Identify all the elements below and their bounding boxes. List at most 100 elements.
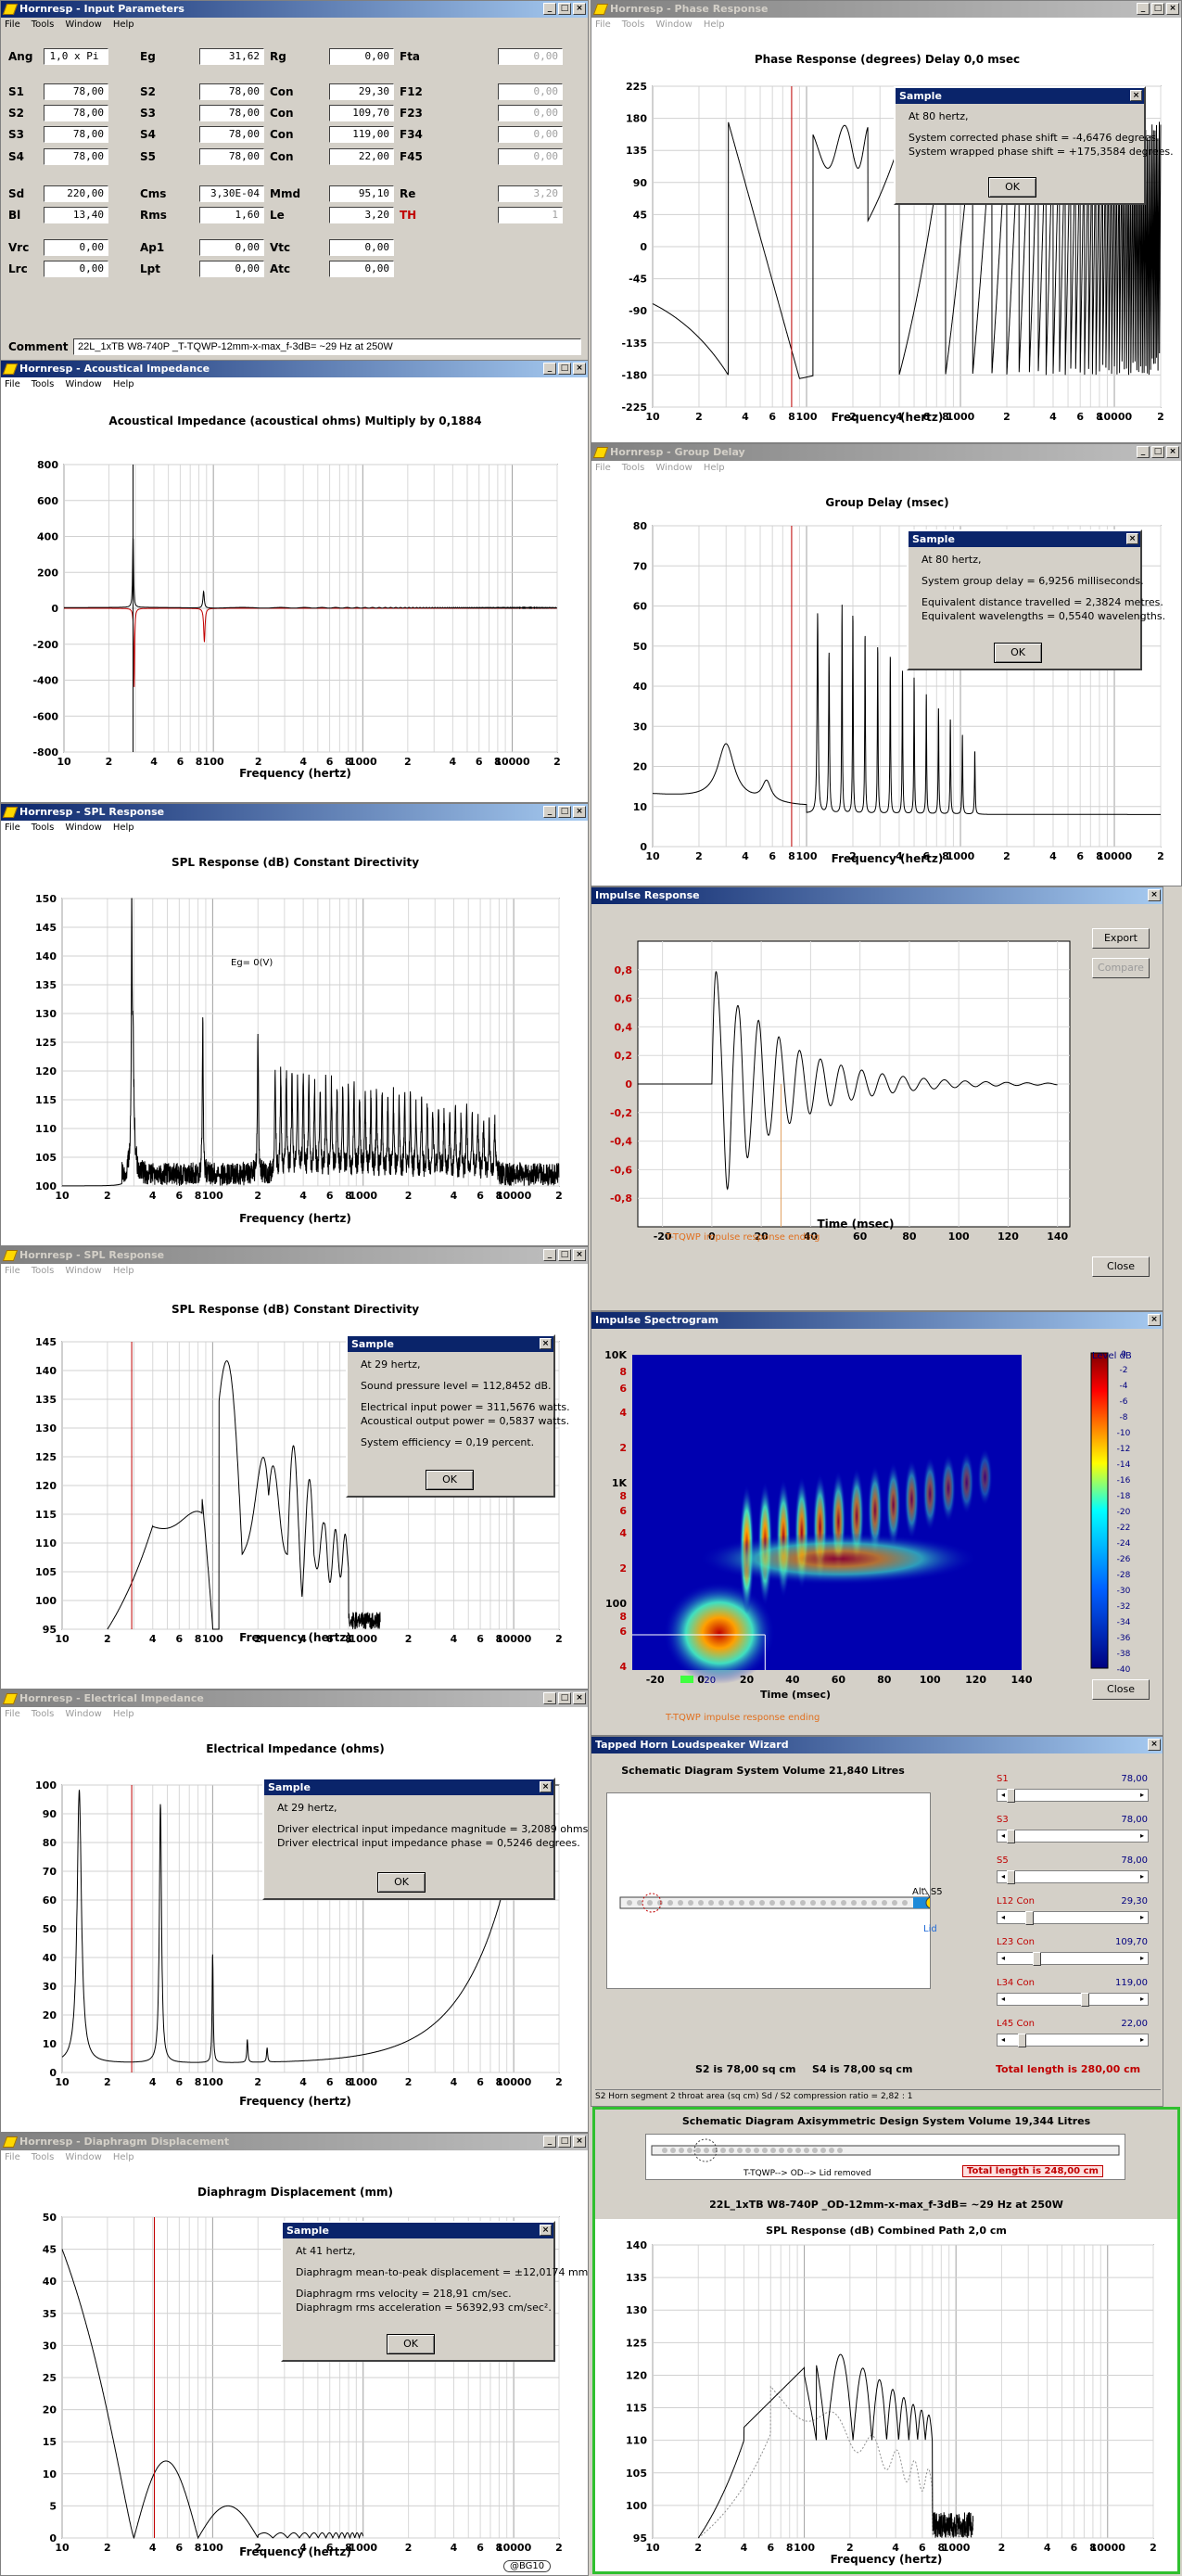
slider-right-arrow-icon[interactable]: ▸	[1137, 1871, 1148, 1882]
param-field-s3[interactable]: 78,00	[44, 126, 108, 143]
param-field-f34[interactable]: 0,00	[498, 126, 563, 143]
ok-button[interactable]: OK	[426, 1470, 474, 1490]
minimize-button[interactable]: _	[543, 806, 556, 818]
menu-window[interactable]: Window	[65, 1709, 101, 1719]
export-button[interactable]: Export	[1092, 928, 1150, 949]
slider-thumb[interactable]	[1025, 1911, 1034, 1925]
param-field-s3[interactable]: 78,00	[199, 105, 264, 121]
maximize-button[interactable]: □	[558, 2136, 571, 2148]
param-field-re[interactable]: 3,20	[498, 185, 563, 202]
slider-right-arrow-icon[interactable]: ▸	[1137, 1830, 1148, 1842]
menu-help[interactable]: Help	[113, 2152, 134, 2162]
menu-window[interactable]: Window	[655, 463, 692, 473]
param-field-s4[interactable]: 78,00	[199, 126, 264, 143]
window-titlebar[interactable]: Hornresp - SPL Response _ □ ×	[1, 1247, 588, 1264]
menu-tools[interactable]: Tools	[32, 19, 55, 30]
param-field-th[interactable]: 1	[498, 207, 563, 223]
window-titlebar[interactable]: Hornresp - Electrical Impedance _ □ ×	[1, 1690, 588, 1707]
param-field-mmd[interactable]: 95,10	[329, 185, 394, 202]
param-field-vtc[interactable]: 0,00	[329, 239, 394, 256]
param-field-ang[interactable]: 1,0 x Pi	[44, 48, 108, 65]
param-field-s2[interactable]: 78,00	[199, 83, 264, 100]
comment-field[interactable]: 22L_1xTB W8-740P _T-TQWP-12mm-x-max_f-3d…	[73, 338, 581, 355]
slider-l12-con[interactable]: ◂ ▸	[997, 1911, 1149, 1924]
menu-tools[interactable]: Tools	[32, 1709, 55, 1719]
slider-l23-con[interactable]: ◂ ▸	[997, 1952, 1149, 1965]
close-button[interactable]: ×	[573, 1692, 586, 1704]
param-field-cms[interactable]: 3,30E-04	[199, 185, 264, 202]
slider-left-arrow-icon[interactable]: ◂	[998, 1912, 1009, 1923]
menu-tools[interactable]: Tools	[32, 2152, 55, 2162]
ok-button[interactable]: OK	[387, 2334, 435, 2354]
close-button[interactable]: ×	[573, 363, 586, 375]
slider-s3[interactable]: ◂ ▸	[997, 1830, 1149, 1843]
close-button[interactable]: ×	[1166, 446, 1179, 458]
slider-right-arrow-icon[interactable]: ▸	[1137, 1953, 1148, 1964]
maximize-button[interactable]: □	[1151, 446, 1164, 458]
window-titlebar[interactable]: Impulse Response ×	[591, 887, 1163, 904]
maximize-button[interactable]: □	[558, 1249, 571, 1261]
maximize-button[interactable]: □	[1151, 3, 1164, 15]
close-icon[interactable]: ×	[1126, 533, 1138, 544]
close-icon[interactable]: ×	[540, 2225, 552, 2236]
param-field-le[interactable]: 3,20	[329, 207, 394, 223]
close-button[interactable]: Close	[1092, 1679, 1150, 1700]
param-field-ap1[interactable]: 0,00	[199, 239, 264, 256]
close-button[interactable]: ×	[1148, 1739, 1161, 1751]
slider-right-arrow-icon[interactable]: ▸	[1137, 1994, 1148, 2005]
slider-thumb[interactable]	[1018, 2034, 1026, 2047]
menu-file[interactable]: File	[5, 823, 20, 833]
slider-right-arrow-icon[interactable]: ▸	[1137, 2034, 1148, 2046]
menu-file[interactable]: File	[5, 379, 20, 389]
window-titlebar[interactable]: Hornresp - Phase Response _ □ ×	[591, 1, 1181, 18]
menu-window[interactable]: Window	[65, 379, 101, 389]
minimize-button[interactable]: _	[543, 3, 556, 15]
maximize-button[interactable]: □	[558, 1692, 571, 1704]
slider-left-arrow-icon[interactable]: ◂	[998, 1830, 1009, 1842]
menu-window[interactable]: Window	[65, 823, 101, 833]
slider-s1[interactable]: ◂ ▸	[997, 1789, 1149, 1802]
ok-button[interactable]: OK	[377, 1872, 426, 1893]
menu-file[interactable]: File	[5, 2152, 20, 2162]
window-titlebar[interactable]: Hornresp - Diaphragm Displacement _ □ ×	[1, 2134, 588, 2150]
ok-button[interactable]: OK	[988, 177, 1036, 198]
window-titlebar[interactable]: Hornresp - Acoustical Impedance _ □ ×	[1, 361, 588, 377]
close-button[interactable]: ×	[1148, 1314, 1161, 1326]
menu-file[interactable]: File	[5, 1266, 20, 1276]
menu-file[interactable]: File	[595, 19, 611, 30]
param-field-vrc[interactable]: 0,00	[44, 239, 108, 256]
param-field-lrc[interactable]: 0,00	[44, 261, 108, 277]
menu-help[interactable]: Help	[113, 823, 134, 833]
slider-right-arrow-icon[interactable]: ▸	[1137, 1912, 1148, 1923]
param-field-s4[interactable]: 78,00	[44, 148, 108, 165]
menu-help[interactable]: Help	[113, 1266, 134, 1276]
param-field-con[interactable]: 119,00	[329, 126, 394, 143]
slider-l45-con[interactable]: ◂ ▸	[997, 2034, 1149, 2047]
slider-left-arrow-icon[interactable]: ◂	[998, 1790, 1009, 1801]
param-field-lpt[interactable]: 0,00	[199, 261, 264, 277]
menu-help[interactable]: Help	[113, 1709, 134, 1719]
menu-file[interactable]: File	[5, 1709, 20, 1719]
param-field-s5[interactable]: 78,00	[199, 148, 264, 165]
window-titlebar[interactable]: Hornresp - Group Delay _ □ ×	[591, 444, 1181, 461]
slider-l34-con[interactable]: ◂ ▸	[997, 1993, 1149, 2006]
menu-tools[interactable]: Tools	[32, 1266, 55, 1276]
minimize-button[interactable]: _	[1137, 3, 1150, 15]
close-button[interactable]: Close	[1092, 1256, 1150, 1277]
param-field-sd[interactable]: 220,00	[44, 185, 108, 202]
slider-s5[interactable]: ◂ ▸	[997, 1870, 1149, 1883]
param-field-fta[interactable]: 0,00	[498, 48, 563, 65]
close-button[interactable]: ×	[1166, 3, 1179, 15]
param-field-bl[interactable]: 13,40	[44, 207, 108, 223]
menu-help[interactable]: Help	[113, 19, 134, 30]
param-field-eg[interactable]: 31,62	[199, 48, 264, 65]
window-titlebar[interactable]: Hornresp - Input Parameters _ □ ×	[1, 1, 588, 18]
param-field-s1[interactable]: 78,00	[44, 83, 108, 100]
maximize-button[interactable]: □	[558, 363, 571, 375]
menu-file[interactable]: File	[595, 463, 611, 473]
minimize-button[interactable]: _	[543, 363, 556, 375]
slider-right-arrow-icon[interactable]: ▸	[1137, 1790, 1148, 1801]
menu-window[interactable]: Window	[65, 19, 101, 30]
window-titlebar[interactable]: Impulse Spectrogram ×	[591, 1312, 1163, 1329]
menu-tools[interactable]: Tools	[32, 379, 55, 389]
